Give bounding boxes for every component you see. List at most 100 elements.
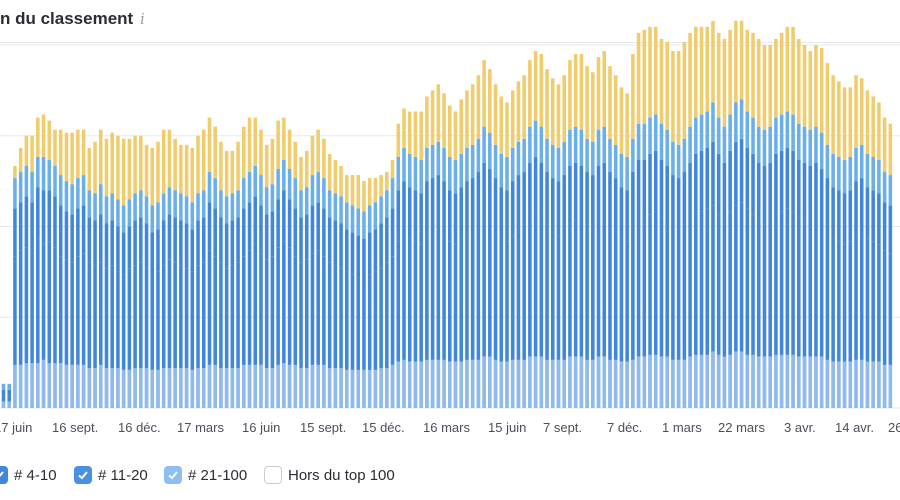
bar[interactable] [613, 75, 618, 408]
bar[interactable] [207, 117, 212, 408]
legend-item-4-10[interactable]: # 4-10 [0, 466, 57, 484]
bar[interactable] [659, 38, 664, 408]
bar[interactable] [453, 111, 458, 408]
bar[interactable] [694, 26, 698, 408]
bar[interactable] [156, 141, 160, 409]
bar[interactable] [264, 144, 269, 408]
bar[interactable] [642, 29, 647, 408]
bar[interactable] [339, 166, 343, 408]
bar[interactable] [591, 72, 595, 408]
bar[interactable] [196, 135, 200, 408]
bar[interactable] [356, 175, 361, 408]
bar[interactable] [179, 144, 183, 408]
bar[interactable] [442, 93, 446, 408]
bar[interactable] [585, 66, 589, 408]
bar[interactable] [98, 129, 103, 408]
bar[interactable] [110, 132, 114, 408]
bar[interactable] [419, 111, 423, 408]
bar[interactable] [493, 84, 498, 408]
checkbox-icon[interactable] [264, 466, 282, 484]
bar[interactable] [224, 150, 229, 408]
bar[interactable] [859, 78, 864, 408]
bar[interactable] [476, 75, 481, 408]
legend-item-11-20[interactable]: # 11-20 [74, 466, 148, 484]
bar[interactable] [190, 147, 195, 409]
bar[interactable] [608, 66, 612, 408]
bar[interactable] [848, 87, 853, 409]
bar[interactable] [756, 38, 761, 408]
bar[interactable] [653, 26, 658, 409]
bar[interactable] [814, 45, 818, 408]
bar[interactable] [774, 38, 778, 408]
bar[interactable] [413, 111, 418, 409]
bar[interactable] [768, 45, 772, 408]
bar[interactable] [242, 126, 246, 408]
bar[interactable] [247, 117, 252, 408]
bar[interactable] [219, 141, 223, 408]
bar[interactable] [333, 159, 338, 408]
bar[interactable] [316, 129, 320, 408]
bar[interactable] [430, 90, 435, 408]
bar[interactable] [81, 129, 86, 408]
bar[interactable] [556, 84, 561, 408]
bar[interactable] [596, 57, 601, 408]
bar[interactable] [299, 156, 303, 408]
bar[interactable] [562, 75, 566, 408]
bar[interactable] [648, 26, 652, 408]
bar[interactable] [350, 175, 355, 408]
bar[interactable] [144, 144, 149, 408]
bar[interactable] [631, 54, 635, 408]
bar[interactable] [522, 75, 526, 408]
bar[interactable] [345, 175, 349, 409]
bar[interactable] [133, 135, 137, 408]
bar[interactable] [739, 20, 744, 408]
bar[interactable] [104, 138, 109, 408]
bar[interactable] [797, 38, 801, 408]
bar[interactable] [41, 114, 46, 408]
bar[interactable] [785, 26, 790, 408]
bar[interactable] [533, 51, 538, 408]
bar[interactable] [482, 60, 486, 408]
bar[interactable] [625, 93, 629, 409]
bar[interactable] [379, 175, 383, 408]
bar[interactable] [53, 129, 57, 408]
bar[interactable] [253, 117, 258, 408]
bar[interactable] [808, 51, 813, 408]
bar[interactable] [728, 29, 732, 409]
bar[interactable] [842, 87, 847, 408]
bar[interactable] [116, 135, 120, 409]
bar[interactable] [47, 120, 52, 409]
bar[interactable] [711, 20, 715, 408]
bar[interactable] [619, 87, 624, 408]
bar[interactable] [76, 129, 80, 408]
bar[interactable] [779, 32, 784, 409]
bar[interactable] [510, 90, 515, 408]
bar[interactable] [282, 117, 286, 409]
bar[interactable] [488, 69, 492, 408]
bar[interactable] [550, 78, 555, 408]
bar[interactable] [213, 126, 217, 408]
bar[interactable] [505, 102, 509, 409]
bar[interactable] [385, 172, 389, 408]
bar[interactable] [259, 129, 263, 408]
bar[interactable] [127, 138, 132, 408]
bar[interactable] [58, 129, 63, 408]
bar[interactable] [161, 129, 166, 408]
bar[interactable] [734, 20, 738, 408]
legend-item-hors-top-100[interactable]: Hors du top 100 [264, 466, 395, 484]
bar[interactable] [390, 159, 395, 408]
bar[interactable] [877, 102, 881, 408]
bar[interactable] [310, 135, 315, 408]
bar[interactable] [276, 120, 280, 408]
info-icon[interactable]: i [140, 10, 145, 28]
bar[interactable] [825, 63, 830, 408]
bar[interactable] [24, 135, 29, 408]
bar[interactable] [837, 81, 841, 409]
bar[interactable] [322, 138, 326, 408]
bar[interactable] [139, 135, 143, 408]
bar[interactable] [716, 32, 721, 408]
bar[interactable] [287, 129, 292, 408]
bar[interactable] [568, 60, 572, 408]
bar[interactable] [888, 123, 893, 408]
bar[interactable] [465, 90, 469, 408]
